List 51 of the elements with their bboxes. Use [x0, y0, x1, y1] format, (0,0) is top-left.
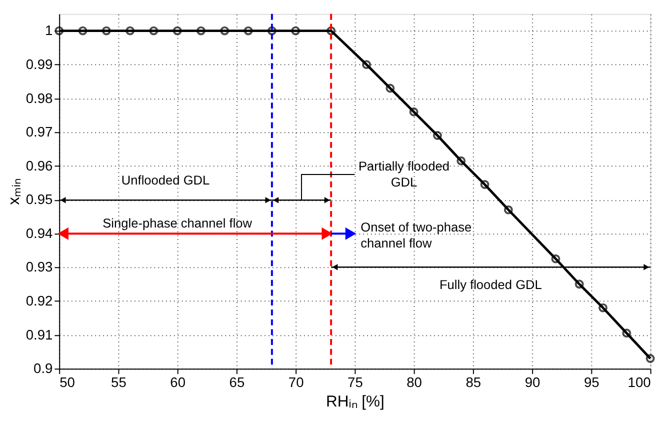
y-tick-label: 0.9	[34, 361, 54, 376]
point	[244, 26, 253, 36]
annotation: Onset of two-phase channel flow	[360, 220, 472, 250]
point	[149, 26, 158, 36]
point	[480, 180, 490, 189]
x-tick-label: 100	[628, 374, 652, 390]
point	[504, 205, 513, 214]
x-tick-label: 95	[584, 374, 600, 390]
y-tick-label: 0.99	[26, 57, 54, 72]
y-tick-label: 0.97	[26, 124, 53, 140]
annotation: Fully flooded GDL	[439, 276, 542, 292]
point	[433, 131, 442, 140]
y-axis-title: xₘᵢₙ	[6, 178, 23, 205]
y-tick-label: 0.98	[26, 90, 54, 106]
point	[267, 26, 276, 36]
point	[326, 26, 336, 36]
annotation: Partially flooded GDL	[358, 158, 450, 190]
x-tick-label: 90	[524, 374, 541, 390]
point	[196, 26, 206, 36]
point	[409, 107, 418, 116]
x-axis-title: RHᵢₙ [%]	[326, 394, 384, 411]
x-tick-label: 55	[111, 374, 127, 390]
point	[386, 84, 395, 93]
point	[574, 280, 584, 289]
point	[362, 60, 371, 70]
x-tick-label: 70	[288, 374, 304, 390]
x-tick-label: 65	[229, 374, 245, 390]
point	[126, 26, 135, 36]
y-tick-label: 1	[45, 23, 53, 38]
y-tick-label: 0.96	[26, 158, 54, 174]
point	[220, 26, 230, 36]
y-tick-label: 0.91	[26, 327, 53, 342]
point	[172, 26, 182, 36]
x-tick-label: 75	[348, 374, 364, 390]
y-tick-label: 0.94	[26, 226, 54, 241]
y-tick-label: 0.95	[26, 192, 54, 208]
x-tick-label: 80	[406, 374, 422, 390]
point	[291, 26, 300, 36]
annotation: Unflooded GDL	[121, 172, 210, 188]
point	[102, 26, 111, 36]
point	[456, 156, 466, 166]
point	[78, 26, 88, 36]
annotation: Single-phase channel flow	[102, 216, 253, 231]
x-tick-label: 85	[466, 374, 482, 390]
y-tick-label: 0.93	[26, 260, 54, 275]
point	[598, 303, 608, 312]
x-tick-label: 60	[170, 374, 186, 390]
y-tick-label: 0.92	[26, 293, 53, 308]
x-tick-label: 50	[60, 374, 76, 390]
point	[622, 328, 632, 338]
point	[551, 254, 560, 264]
